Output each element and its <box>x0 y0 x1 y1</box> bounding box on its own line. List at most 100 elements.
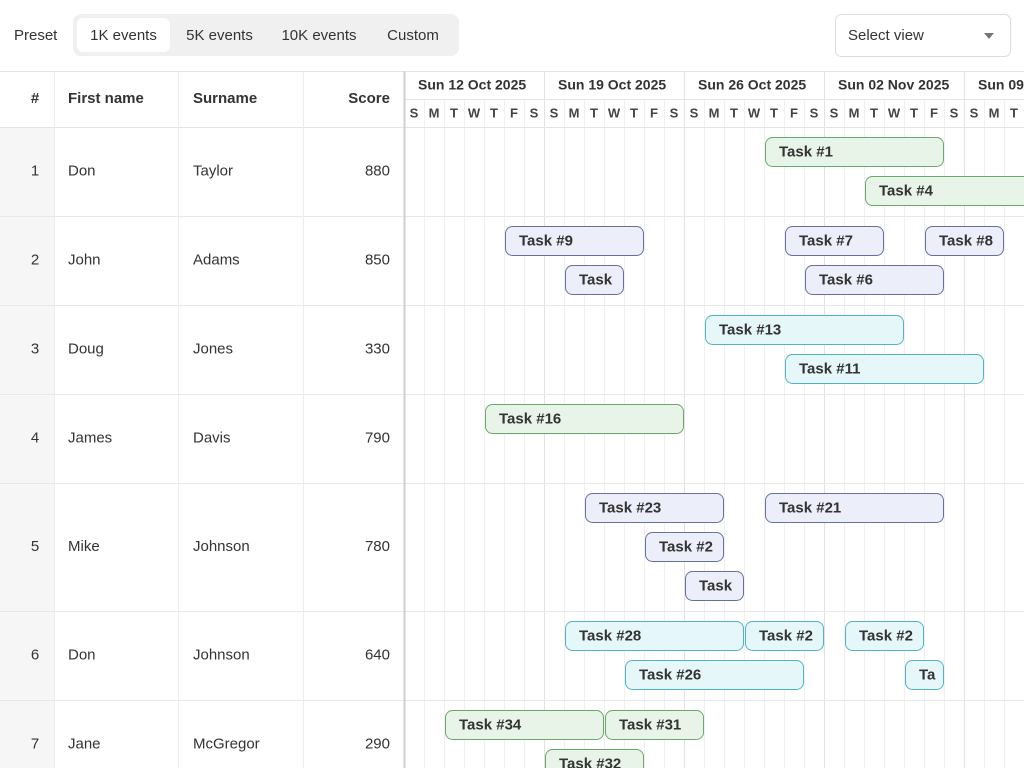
first-name: John <box>68 251 101 268</box>
weekday-label: S <box>690 105 699 120</box>
task-bar[interactable]: Task <box>685 571 744 601</box>
task-bar[interactable]: Task #2 <box>845 621 924 651</box>
weekday-label: M <box>709 105 720 120</box>
surname: McGregor <box>193 735 260 752</box>
row-id: 2 <box>31 251 39 268</box>
first-name: Doug <box>68 340 104 357</box>
preset-button[interactable]: 1K events <box>90 27 157 44</box>
task-bar[interactable]: Task #8 <box>925 226 1004 256</box>
weekday-label: M <box>429 105 440 120</box>
preset-label: Preset <box>14 27 58 44</box>
task-label: Task #4 <box>879 182 934 199</box>
surname: Taylor <box>193 162 233 179</box>
task-label: Task #23 <box>599 499 661 516</box>
preset-button[interactable]: 5K events <box>186 27 253 44</box>
task-bg <box>445 710 604 740</box>
task-bg <box>765 493 944 523</box>
task-label: Task #1 <box>779 143 833 160</box>
task-label: Task #2 <box>859 627 913 644</box>
task-bar[interactable]: Task #7 <box>785 226 884 256</box>
task-bar[interactable]: Task #26 <box>625 660 804 690</box>
task-bar[interactable]: Ta <box>905 660 944 690</box>
task-bg <box>605 710 704 740</box>
score: 330 <box>365 340 390 357</box>
task-bar[interactable]: Task #11 <box>785 354 984 384</box>
task-bar[interactable]: Task #34 <box>445 710 604 740</box>
task-bar[interactable]: Task #16 <box>485 404 684 434</box>
preset-button[interactable]: Custom <box>387 27 439 44</box>
weekday-label: T <box>870 105 878 120</box>
task-bar[interactable]: Task #9 <box>505 226 644 256</box>
task-bg <box>485 404 684 434</box>
select-placeholder: Select view <box>848 27 924 44</box>
task-bar[interactable]: Task #31 <box>605 710 704 740</box>
task-bg <box>805 265 944 295</box>
row-id: 3 <box>31 340 39 357</box>
task-bar[interactable]: Task #1 <box>765 137 944 167</box>
week-label: Sun 02 Nov 2025 <box>838 77 949 93</box>
week-label: Sun 09 Nov 2025 <box>978 77 1024 93</box>
task-bar[interactable]: Task #21 <box>765 493 944 523</box>
task-bg <box>505 226 644 256</box>
row-id: 5 <box>31 538 39 555</box>
column-header: Score <box>348 90 390 107</box>
first-name: Don <box>68 162 96 179</box>
surname: Johnson <box>193 646 250 663</box>
weekday-label: M <box>569 105 580 120</box>
task-label: Task #32 <box>559 755 621 768</box>
task-bg <box>565 621 744 651</box>
task-label: Task #16 <box>499 410 561 427</box>
task-bg <box>625 660 804 690</box>
surname: Jones <box>193 340 233 357</box>
task-label: Task #21 <box>779 499 841 516</box>
weekday-label: F <box>930 105 938 120</box>
first-name: James <box>68 429 112 446</box>
task-bar[interactable]: Task #4 <box>865 176 1024 206</box>
first-name: Mike <box>68 538 100 555</box>
weekday-label: W <box>888 105 901 120</box>
task-bar[interactable]: Task #28 <box>565 621 744 651</box>
column-header: Surname <box>193 90 257 107</box>
task-label: Task #2 <box>659 538 713 555</box>
weekday-label: S <box>550 105 559 120</box>
weekday-label: S <box>530 105 539 120</box>
week-label: Sun 12 Oct 2025 <box>418 77 526 93</box>
weekday-label: T <box>1010 105 1018 120</box>
task-label: Task #13 <box>719 321 781 338</box>
weekday-label: F <box>510 105 518 120</box>
task-label: Ta <box>919 666 936 683</box>
row-id: 6 <box>31 646 39 663</box>
score: 790 <box>365 429 390 446</box>
weekday-label: W <box>608 105 621 120</box>
task-bar[interactable]: Task #32 <box>545 749 644 768</box>
row-id: 4 <box>31 429 39 446</box>
surname: Davis <box>193 429 231 446</box>
view-select[interactable] <box>835 14 1011 57</box>
score: 780 <box>365 538 390 555</box>
preset-button[interactable]: 10K events <box>281 27 356 44</box>
task-bar[interactable]: Task #2 <box>645 532 724 562</box>
weekday-label: M <box>989 105 1000 120</box>
week-label: Sun 26 Oct 2025 <box>698 77 806 93</box>
weekday-label: W <box>748 105 761 120</box>
row-id: 1 <box>31 162 39 179</box>
task-bg <box>865 176 1024 206</box>
task-bg <box>705 315 904 345</box>
task-label: Task #26 <box>639 666 701 683</box>
task-bar[interactable]: Task <box>565 265 624 295</box>
row-id: 7 <box>31 735 39 752</box>
task-label: Task #6 <box>819 271 873 288</box>
task-bg <box>785 226 884 256</box>
task-bar[interactable]: Task #13 <box>705 315 904 345</box>
weekday-label: S <box>950 105 959 120</box>
weekday-label: T <box>770 105 778 120</box>
task-bar[interactable]: Task #23 <box>585 493 724 523</box>
weekday-label: M <box>849 105 860 120</box>
weekday-label: S <box>810 105 819 120</box>
task-bar[interactable]: Task #2 <box>745 621 824 651</box>
weekday-label: S <box>970 105 979 120</box>
task-bar[interactable]: Task #6 <box>805 265 944 295</box>
task-bg <box>545 749 644 768</box>
score: 880 <box>365 162 390 179</box>
